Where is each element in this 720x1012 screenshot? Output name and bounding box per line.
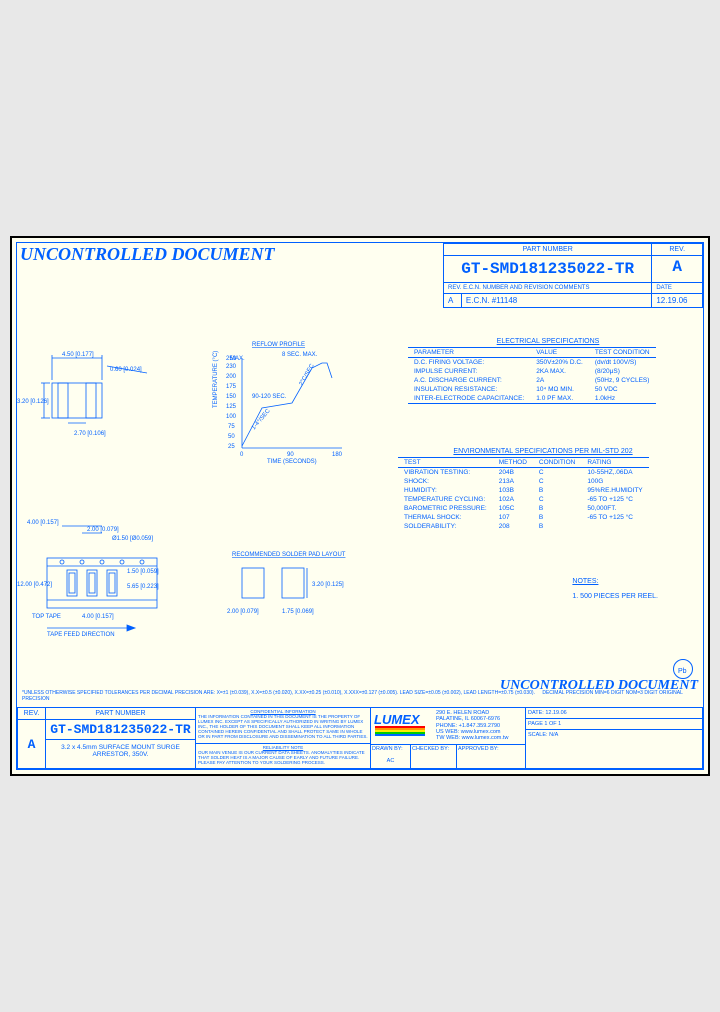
elec-title: ELECTRICAL SPECIFICATIONS <box>408 338 688 345</box>
approved-label: APPROVED BY: <box>457 745 525 768</box>
svg-text:REFLOW PROFILE: REFLOW PROFILE <box>252 342 305 348</box>
datasheet: UNCONTROLLED DOCUMENT UNCONTROLLED DOCUM… <box>10 236 710 776</box>
electrical-spec: ELECTRICAL SPECIFICATIONS PARAMETERVALUE… <box>408 338 688 404</box>
ecn-text: E.C.N. #11148 <box>462 294 652 307</box>
svg-text:12.00 [0.472]: 12.00 [0.472] <box>17 582 52 588</box>
env-title: ENVIRONMENTAL SPECIFICATIONS PER MIL-STD… <box>398 448 688 455</box>
svg-text:90: 90 <box>287 452 294 458</box>
phone: PHONE: +1.847.359.2790 <box>436 723 508 729</box>
svg-text:Ø1.50 [Ø0.059]: Ø1.50 [Ø0.059] <box>112 536 153 542</box>
svg-text:1.50 [0.059]: 1.50 [0.059] <box>127 569 159 575</box>
solder-pads: RECOMMENDED SOLDER PAD LAYOUT 3.20 [0.12… <box>227 548 357 608</box>
svg-text:TAPE FEED DIRECTION: TAPE FEED DIRECTION <box>47 632 115 638</box>
svg-text:2.00 [0.079]: 2.00 [0.079] <box>227 609 259 615</box>
svg-text:3.20 [0.125]: 3.20 [0.125] <box>312 582 344 588</box>
package-top-view: 4.50 [0.177] 0.60 [0.024] 3.20 [0.126] 2… <box>32 348 152 428</box>
rel-text: OUR MAIN VENUE IS OUR CURRENT DATA SHEET… <box>198 751 368 766</box>
svg-text:175: 175 <box>226 384 237 390</box>
svg-text:180: 180 <box>332 452 343 458</box>
addr2: PALATINE, IL 60067-6976 <box>436 716 508 722</box>
svg-text:2.00 [0.079]: 2.00 [0.079] <box>87 527 119 533</box>
f-rev-label: REV. <box>18 708 45 720</box>
svg-text:RECOMMENDED SOLDER PAD LAYOUT: RECOMMENDED SOLDER PAD LAYOUT <box>232 552 346 558</box>
drawn: AC <box>372 758 409 764</box>
pb-free-icon: Pb <box>673 659 693 679</box>
svg-text:2°C/SEC: 2°C/SEC <box>299 363 317 387</box>
svg-text:4.50 [0.177]: 4.50 [0.177] <box>62 352 94 358</box>
svg-text:1-4°/SEC: 1-4°/SEC <box>251 408 272 432</box>
svg-text:125: 125 <box>226 404 237 410</box>
reflow-profile: REFLOW PROFILE 8 SEC. MAX. 90-120 SEC. M… <box>212 338 362 458</box>
tolerance-note: *UNLESS OTHERWISE SPECIFIED TOLERANCES P… <box>22 690 708 702</box>
svg-text:250: 250 <box>226 356 237 362</box>
svg-text:TEMPERATURE (°C): TEMPERATURE (°C) <box>213 351 219 408</box>
svg-text:200: 200 <box>226 374 237 380</box>
f-desc: 3.2 x 4.5mm SURFACE MOUNT SURGE ARRESTOR… <box>46 740 195 768</box>
svg-text:8 SEC. MAX.: 8 SEC. MAX. <box>282 352 318 358</box>
svg-text:0: 0 <box>240 452 244 458</box>
environmental-spec: ENVIRONMENTAL SPECIFICATIONS PER MIL-STD… <box>398 448 688 531</box>
elec-table: PARAMETERVALUETEST CONDITION D.C. FIRING… <box>408 347 656 404</box>
notes-header: NOTES: <box>572 578 658 585</box>
revision: A <box>652 256 702 282</box>
svg-text:25: 25 <box>228 444 235 450</box>
svg-text:150: 150 <box>226 394 237 400</box>
notes: NOTES: 1. 500 PIECES PER REEL. <box>572 578 658 600</box>
svg-text:1.75 [0.069]: 1.75 [0.069] <box>282 609 314 615</box>
drawn-label: DRAWN BY: <box>372 746 409 752</box>
lumex-logo-icon: LUMEX <box>373 710 433 738</box>
conf-text: THE INFORMATION CONTAINED IN THIS DOCUME… <box>198 715 368 740</box>
note-1: 1. 500 PIECES PER REEL. <box>572 593 658 600</box>
svg-text:4.00 [0.157]: 4.00 [0.157] <box>82 614 114 620</box>
watermark-top: UNCONTROLLED DOCUMENT <box>20 244 275 265</box>
svg-text:90-120 SEC.: 90-120 SEC. <box>252 394 287 400</box>
svg-text:100: 100 <box>226 414 237 420</box>
svg-text:TIME (SECONDS): TIME (SECONDS) <box>267 459 317 465</box>
checked-label: CHECKED BY: <box>411 745 457 768</box>
svg-text:230: 230 <box>226 364 237 370</box>
svg-text:50: 50 <box>228 434 235 440</box>
svg-text:0.60 [0.024]: 0.60 [0.024] <box>110 367 142 373</box>
f-pn: GT-SMD181235022-TR <box>46 720 195 740</box>
svg-text:LUMEX: LUMEX <box>374 712 421 727</box>
svg-text:4.00 [0.157]: 4.00 [0.157] <box>27 520 59 526</box>
title-block-top: PART NUMBER REV. GT-SMD181235022-TR A RE… <box>443 243 703 308</box>
ecn-header: REV. E.C.N. NUMBER AND REVISION COMMENTS <box>444 283 652 293</box>
ecn-date: 12.19.06 <box>652 294 702 307</box>
svg-text:75: 75 <box>228 424 235 430</box>
svg-text:Pb: Pb <box>678 668 687 675</box>
svg-text:2.70 [0.106]: 2.70 [0.106] <box>74 431 106 437</box>
ecn-rev: A <box>444 294 462 307</box>
env-table: TESTMETHODCONDITIONRATING VIBRATION TEST… <box>398 457 649 531</box>
svg-text:TOP TAPE: TOP TAPE <box>32 614 61 620</box>
date-header: DATE <box>652 283 702 293</box>
footer-block: REV. A PART NUMBER GT-SMD181235022-TR 3.… <box>17 707 703 769</box>
f-pn-label: PART NUMBER <box>46 708 195 720</box>
svg-text:3.20 [0.126]: 3.20 [0.126] <box>17 399 49 405</box>
part-number: GT-SMD181235022-TR <box>444 256 652 282</box>
web2: TW WEB: www.lumex.com.tw <box>436 735 508 741</box>
tape-drawing: 4.00 [0.157] 2.00 [0.079] Ø1.50 [Ø0.059]… <box>27 518 207 628</box>
rev-label: REV. <box>652 244 702 255</box>
f-rev: A <box>18 720 45 768</box>
svg-text:5.65 [0.223]: 5.65 [0.223] <box>127 584 159 590</box>
partnum-label: PART NUMBER <box>444 244 652 255</box>
